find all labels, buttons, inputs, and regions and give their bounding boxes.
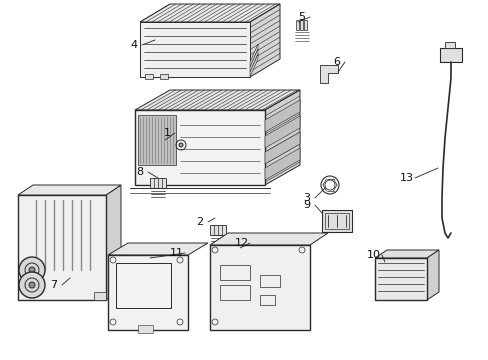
Polygon shape <box>135 90 299 110</box>
Polygon shape <box>264 132 299 164</box>
Bar <box>116 263 171 308</box>
Polygon shape <box>249 44 258 67</box>
Bar <box>160 74 168 79</box>
Circle shape <box>19 257 45 283</box>
Bar <box>299 20 303 30</box>
Text: 7: 7 <box>50 280 58 290</box>
Polygon shape <box>426 250 438 300</box>
Bar <box>295 20 298 30</box>
Bar <box>138 325 153 333</box>
Text: 4: 4 <box>130 40 137 50</box>
Polygon shape <box>264 116 299 148</box>
Bar <box>94 292 106 300</box>
Polygon shape <box>209 245 309 330</box>
Bar <box>145 74 153 79</box>
Text: 9: 9 <box>303 200 310 210</box>
Polygon shape <box>106 185 121 300</box>
Bar <box>444 42 454 48</box>
Bar <box>220 285 249 300</box>
Circle shape <box>29 267 35 273</box>
Bar <box>325 213 348 229</box>
Polygon shape <box>264 100 299 132</box>
Circle shape <box>29 282 35 288</box>
Text: 8: 8 <box>136 167 143 177</box>
Text: 10: 10 <box>366 250 380 260</box>
Text: 13: 13 <box>399 173 413 183</box>
Bar <box>209 225 225 235</box>
Bar <box>260 275 280 287</box>
Polygon shape <box>264 90 299 185</box>
Polygon shape <box>374 250 438 258</box>
Polygon shape <box>108 255 187 330</box>
Bar <box>321 210 351 232</box>
Polygon shape <box>140 4 280 22</box>
Polygon shape <box>209 233 327 245</box>
Bar <box>150 178 165 188</box>
Bar <box>304 20 306 30</box>
Bar <box>220 265 249 280</box>
Text: 11: 11 <box>170 248 183 258</box>
Polygon shape <box>319 65 337 83</box>
Polygon shape <box>249 49 258 72</box>
Text: 12: 12 <box>234 238 248 248</box>
Bar <box>138 115 176 165</box>
Polygon shape <box>18 185 121 195</box>
Bar <box>439 48 461 62</box>
Circle shape <box>179 143 183 147</box>
Text: 3: 3 <box>303 193 310 203</box>
Polygon shape <box>264 148 299 180</box>
Polygon shape <box>140 22 249 77</box>
Circle shape <box>19 272 45 298</box>
Polygon shape <box>374 258 426 300</box>
Polygon shape <box>108 243 207 255</box>
Polygon shape <box>135 110 264 185</box>
Polygon shape <box>249 54 258 77</box>
Polygon shape <box>18 195 106 300</box>
Bar <box>260 295 274 305</box>
Text: 5: 5 <box>298 12 305 22</box>
Polygon shape <box>249 4 280 77</box>
Text: 1: 1 <box>163 128 170 138</box>
Text: 6: 6 <box>333 57 340 67</box>
Text: 2: 2 <box>196 217 203 227</box>
